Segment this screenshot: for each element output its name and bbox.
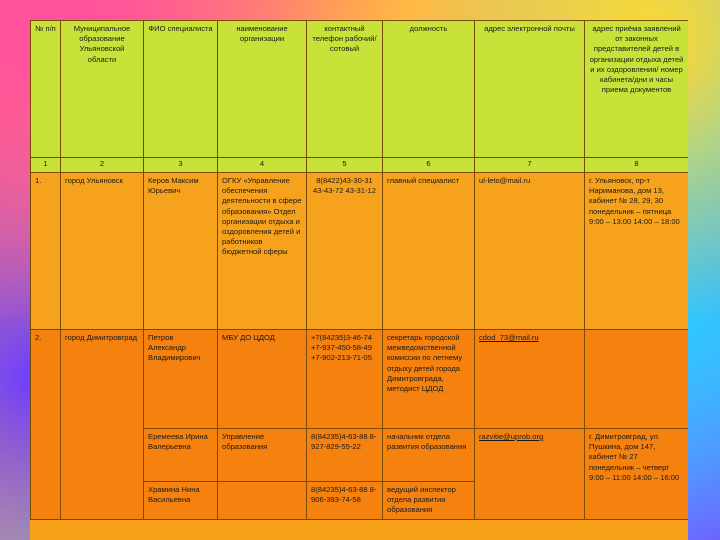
- address-cell: г. Димитровград, ул. Пушкина, дом 147, к…: [584, 428, 688, 520]
- municipality-cell: город Ульяновск: [60, 172, 144, 330]
- header-cell: № п/п: [30, 20, 61, 158]
- municipality-cell: город Димитровград: [60, 329, 144, 520]
- email-cell[interactable]: cdod_73@mail.ru: [474, 329, 585, 429]
- organization-cell: Управление образования: [217, 428, 307, 482]
- column-number: 1: [30, 157, 61, 173]
- header-cell: ФИО специалиста: [143, 20, 218, 158]
- column-number: 3: [143, 157, 218, 173]
- column-number: 5: [306, 157, 383, 173]
- column-number: 8: [584, 157, 688, 173]
- address-cell: [584, 329, 688, 429]
- phone-cell: 8(84235)4-63-88 8-927-829-55-22: [306, 428, 383, 482]
- fio-cell: Еремеева Ирина Валерьевна: [143, 428, 218, 482]
- phone-cell: 8(84235)4-63-88 8-906-393-74-58: [306, 481, 383, 520]
- header-cell: должность: [382, 20, 475, 158]
- row-number: 2.: [30, 329, 61, 520]
- column-number: 4: [217, 157, 307, 173]
- table-row: Храмина Нина Васильевна 8(84235)4-63-88 …: [31, 481, 689, 520]
- table-row: Еремеева Ирина Валерьевна Управление обр…: [31, 428, 688, 520]
- organization-cell: МБУ ДО ЦДОД: [217, 329, 307, 429]
- position-cell: ведущий инспектор отдела развития образо…: [382, 481, 475, 520]
- column-number: 2: [60, 157, 144, 173]
- fio-cell: Керов Максим Юрьевич: [143, 172, 218, 330]
- column-number-row: 1 2 3 4 5 6 7 8: [30, 157, 688, 173]
- fio-cell: Петров Александр Владимирович: [143, 329, 218, 429]
- position-cell: секретарь городской межведомственной ком…: [382, 329, 475, 429]
- header-cell: наименование организации: [217, 20, 307, 158]
- email-cell[interactable]: razvitie@uprob.org: [474, 428, 585, 520]
- header-cell: адрес приёма заявлений от законных предс…: [584, 20, 688, 158]
- email-link[interactable]: cdod_73@mail.ru: [479, 333, 539, 342]
- phone-cell: 8(8422)43-30-31 43-43-72 43-31-12: [306, 172, 383, 330]
- header-cell: Муниципальное образование Ульяновской об…: [60, 20, 144, 158]
- organization-cell: ОГКУ «Управление обеспечения деятельност…: [217, 172, 307, 330]
- column-number: 7: [474, 157, 585, 173]
- email-link[interactable]: razvitie@uprob.org: [479, 432, 544, 441]
- header-row: № п/п Муниципальное образование Ульяновс…: [30, 20, 688, 158]
- column-number: 6: [382, 157, 475, 173]
- phone-cell: +7(84235)3-46-74 +7-937-450-58-49 +7-902…: [306, 329, 383, 429]
- position-cell: начальник отдела развития образования: [382, 428, 475, 482]
- header-cell: адрес электронной почты: [474, 20, 585, 158]
- organization-cell: [217, 481, 307, 520]
- table-row: 1. город Ульяновск Керов Максим Юрьевич …: [30, 172, 688, 330]
- table-row: 2. город Димитровград Петров Александр В…: [30, 329, 688, 520]
- contacts-table: № п/п Муниципальное образование Ульяновс…: [30, 20, 688, 520]
- row-number: 1.: [30, 172, 61, 330]
- header-cell: контактный телефон рабочий/сотовый: [306, 20, 383, 158]
- fio-cell: Храмина Нина Васильевна: [143, 481, 218, 520]
- table-frame: № п/п Муниципальное образование Ульяновс…: [30, 20, 688, 540]
- address-cell: г. Ульяновск, пр-т Нариманова, дом 13, к…: [584, 172, 688, 330]
- email-cell[interactable]: ul-leto@mail.ru: [474, 172, 585, 330]
- position-cell: главный специалист: [382, 172, 475, 330]
